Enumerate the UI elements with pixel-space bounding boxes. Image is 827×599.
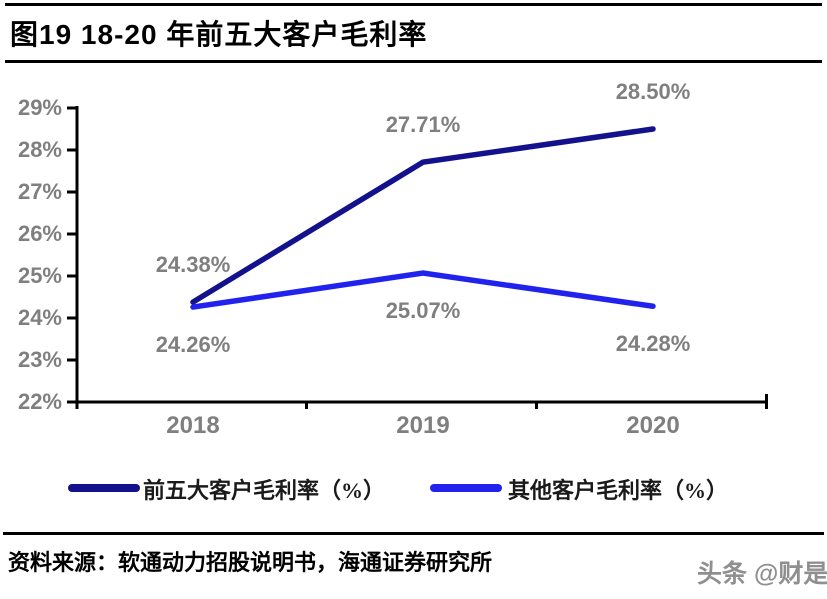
y-axis-tick-label: 28% xyxy=(17,137,62,162)
y-axis-tick-label: 26% xyxy=(17,221,62,246)
y-axis-tick-label: 24% xyxy=(17,305,62,330)
x-axis-category-label: 2020 xyxy=(626,412,680,439)
legend-swatch-top5 xyxy=(68,484,140,492)
x-axis-category-label: 2018 xyxy=(166,412,220,439)
series-line-top5 xyxy=(190,126,656,305)
data-point-label: 27.71% xyxy=(385,112,461,138)
title-divider xyxy=(5,60,822,63)
y-axis-tick-label: 29% xyxy=(17,95,62,120)
legend-label-others: 其他客户毛利率（%） xyxy=(508,478,729,503)
y-ticks xyxy=(67,106,77,404)
data-point-label: 24.28% xyxy=(615,331,691,357)
y-axis-tick-label: 23% xyxy=(17,347,62,372)
y-axis-tick-label: 22% xyxy=(17,389,62,414)
bottom-divider xyxy=(3,532,824,535)
legend-label-top5: 前五大客户毛利率（%） xyxy=(143,478,386,503)
top-divider xyxy=(5,3,822,6)
legend-swatch-others xyxy=(430,484,502,492)
watermark: 头条 @财是 xyxy=(697,560,827,588)
y-axis-tick-label: 27% xyxy=(17,179,62,204)
x-axis-category-label: 2019 xyxy=(396,412,450,439)
data-point-label: 24.38% xyxy=(155,252,231,278)
source-note: 资料来源：软通动力招股说明书，海通证券研究所 xyxy=(8,550,493,575)
y-axis-tick-label: 25% xyxy=(17,263,62,288)
x-ticks xyxy=(305,394,768,409)
figure-title: 图19 18-20 年前五大客户毛利率 xyxy=(10,19,428,50)
data-point-label: 25.07% xyxy=(385,298,461,324)
data-point-label: 24.26% xyxy=(155,332,231,358)
data-point-label: 28.50% xyxy=(615,79,691,104)
